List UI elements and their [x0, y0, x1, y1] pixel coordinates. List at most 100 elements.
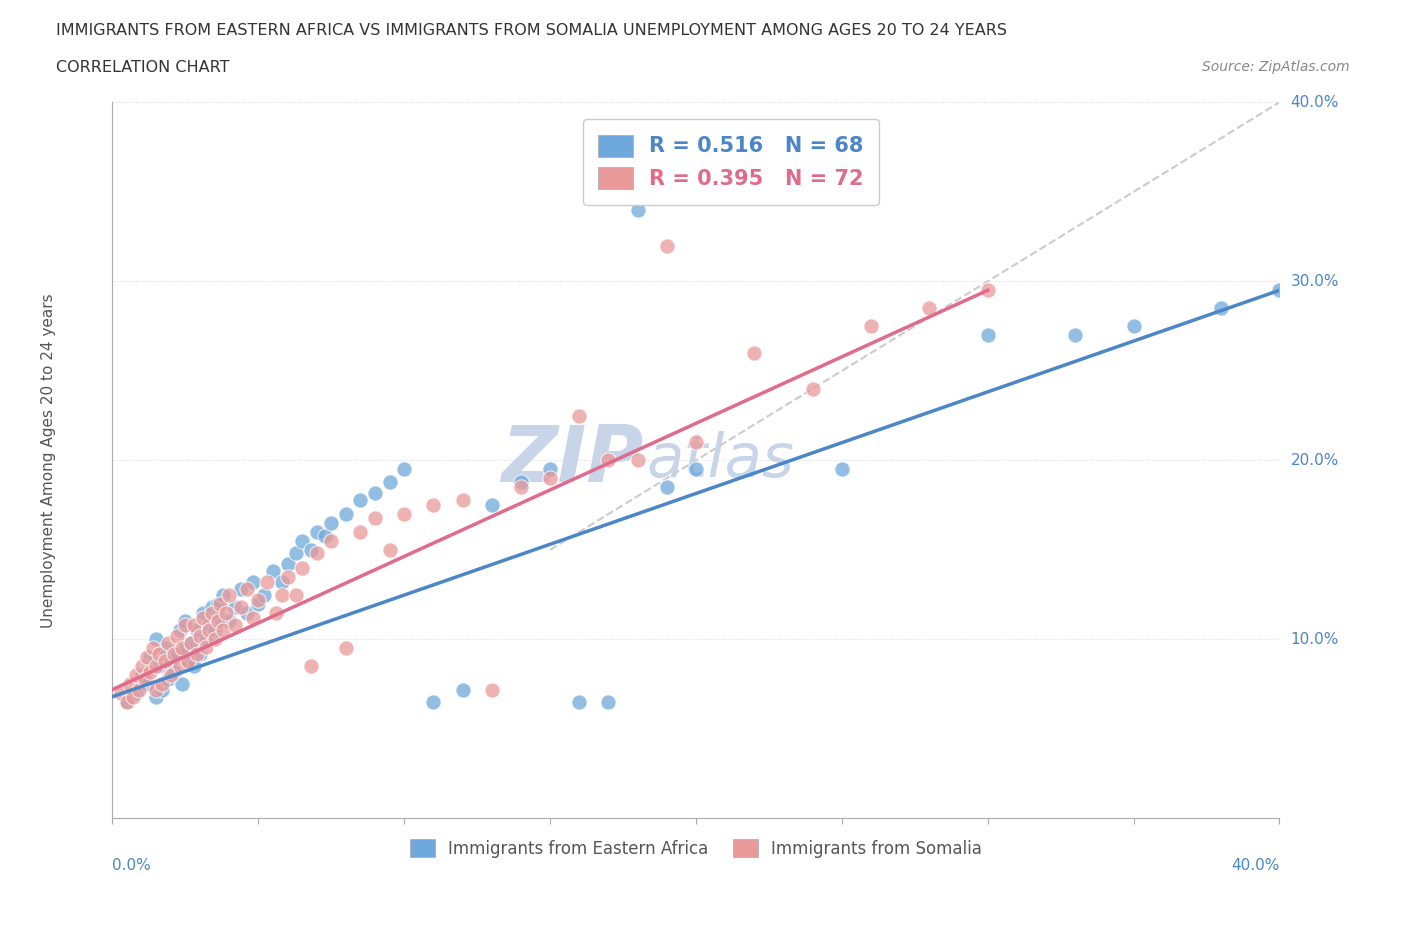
- Point: [115, 695, 138, 710]
- Point: [186, 623, 208, 638]
- Point: [568, 695, 591, 710]
- Point: [188, 646, 211, 661]
- Text: 0.0%: 0.0%: [112, 857, 152, 872]
- Text: 30.0%: 30.0%: [1291, 273, 1339, 289]
- Point: [335, 641, 357, 656]
- Point: [209, 610, 232, 625]
- Point: [224, 600, 246, 615]
- Point: [139, 650, 162, 665]
- Point: [180, 635, 202, 650]
- Point: [156, 635, 179, 650]
- Point: [172, 641, 194, 656]
- Point: [481, 682, 503, 697]
- Point: [197, 623, 219, 638]
- Point: [139, 664, 162, 679]
- Text: ZIP: ZIP: [501, 422, 644, 498]
- Point: [218, 587, 240, 602]
- Point: [378, 474, 401, 489]
- Point: [188, 629, 211, 644]
- Point: [150, 682, 173, 697]
- Point: [153, 654, 176, 669]
- Point: [145, 689, 167, 704]
- Point: [186, 646, 208, 661]
- Point: [451, 682, 474, 697]
- Point: [378, 542, 401, 557]
- Point: [509, 480, 531, 495]
- Legend: Immigrants from Eastern Africa, Immigrants from Somalia: Immigrants from Eastern Africa, Immigran…: [396, 826, 995, 870]
- Point: [305, 546, 328, 561]
- Point: [183, 658, 205, 673]
- Point: [509, 474, 531, 489]
- Text: 20.0%: 20.0%: [1291, 453, 1339, 468]
- Point: [136, 677, 159, 692]
- Point: [174, 641, 197, 656]
- Point: [183, 618, 205, 632]
- Point: [801, 381, 824, 396]
- Point: [201, 605, 224, 620]
- Point: [627, 202, 650, 217]
- Point: [224, 618, 246, 632]
- Point: [538, 462, 561, 477]
- Point: [209, 596, 232, 611]
- Point: [568, 408, 591, 423]
- Point: [212, 587, 235, 602]
- Point: [169, 658, 191, 673]
- Point: [163, 646, 186, 661]
- Point: [291, 560, 314, 575]
- Point: [860, 319, 883, 334]
- Point: [242, 610, 264, 625]
- Point: [148, 646, 170, 661]
- Point: [218, 614, 240, 629]
- Point: [235, 605, 257, 620]
- Point: [204, 632, 226, 647]
- Point: [247, 592, 270, 607]
- Point: [321, 534, 343, 549]
- Point: [305, 525, 328, 539]
- Point: [174, 618, 197, 632]
- Point: [627, 453, 650, 468]
- Point: [270, 587, 292, 602]
- Point: [229, 600, 252, 615]
- Point: [598, 453, 620, 468]
- Point: [160, 654, 183, 669]
- Point: [264, 605, 287, 620]
- Point: [166, 646, 188, 661]
- Point: [166, 629, 188, 644]
- Point: [134, 671, 156, 686]
- Point: [285, 546, 308, 561]
- Point: [299, 542, 322, 557]
- Point: [247, 596, 270, 611]
- Point: [598, 695, 620, 710]
- Point: [150, 677, 173, 692]
- Point: [270, 575, 292, 590]
- Point: [145, 682, 167, 697]
- Point: [177, 654, 200, 669]
- Point: [481, 498, 503, 512]
- Text: Source: ZipAtlas.com: Source: ZipAtlas.com: [1202, 60, 1350, 74]
- Point: [451, 492, 474, 507]
- Point: [215, 605, 238, 620]
- Point: [291, 534, 314, 549]
- Point: [276, 557, 298, 572]
- Point: [1122, 319, 1144, 334]
- Point: [156, 671, 179, 686]
- Point: [256, 575, 278, 590]
- Point: [1209, 300, 1232, 315]
- Point: [122, 689, 145, 704]
- Point: [201, 600, 224, 615]
- Point: [212, 623, 235, 638]
- Point: [148, 658, 170, 673]
- Point: [125, 685, 148, 700]
- Point: [191, 605, 214, 620]
- Point: [191, 610, 214, 625]
- Point: [142, 641, 165, 656]
- Point: [314, 528, 336, 543]
- Point: [194, 639, 217, 654]
- Point: [229, 582, 252, 597]
- Point: [207, 614, 229, 629]
- Point: [169, 623, 191, 638]
- Point: [242, 575, 264, 590]
- Point: [131, 658, 153, 673]
- Point: [177, 654, 200, 669]
- Point: [204, 623, 226, 638]
